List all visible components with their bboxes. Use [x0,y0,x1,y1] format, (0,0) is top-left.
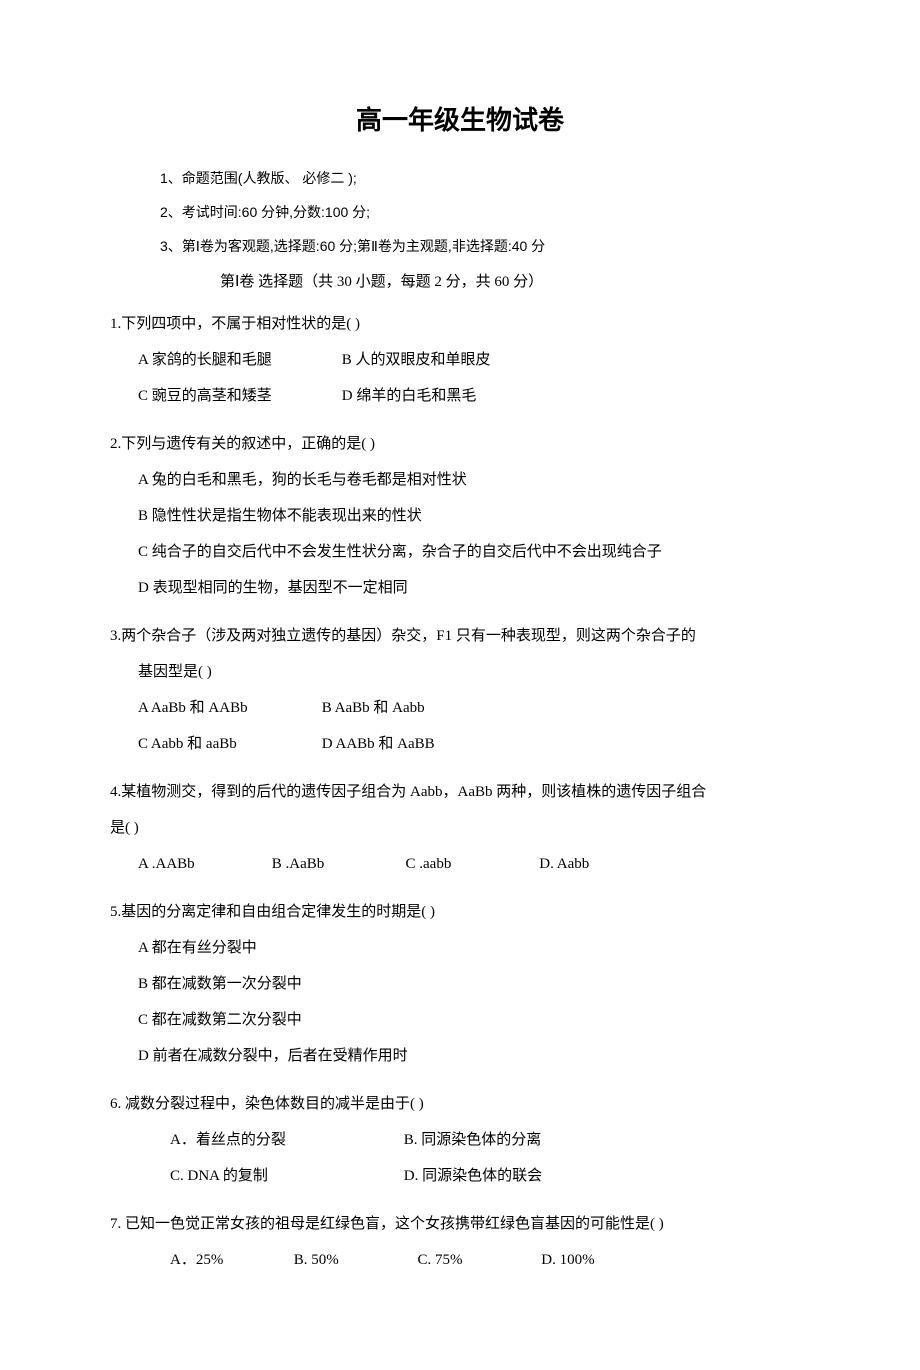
q7-option-a: A．25% [170,1242,290,1278]
q1-option-a: A 家鸽的长腿和毛腿 [138,342,338,378]
q1-stem: 1.下列四项中，不属于相对性状的是( ) [110,306,810,342]
q3-stem: 3.两个杂合子（涉及两对独立遗传的基因）杂交，F1 只有一种表现型，则这两个杂合… [110,618,810,654]
q4-option-b: B .AaBb [272,846,402,882]
q1-option-c: C 豌豆的高茎和矮茎 [138,378,338,414]
q4-stem: 4.某植物测交，得到的后代的遗传因子组合为 Aabb，AaBb 两种，则该植株的… [110,774,810,810]
q7-option-d: D. 100% [541,1252,594,1268]
q3-option-d: D AABb 和 AaBB [322,736,435,752]
q2-option-b: B 隐性性状是指生物体不能表现出来的性状 [138,498,810,534]
question-2: 2.下列与遗传有关的叙述中，正确的是( ) A 兔的白毛和黑毛，狗的长毛与卷毛都… [110,426,810,606]
exam-title: 高一年级生物试卷 [110,100,810,142]
q6-option-c: C. DNA 的复制 [170,1158,400,1194]
q5-option-c: C 都在减数第二次分裂中 [138,1002,810,1038]
q7-option-b: B. 50% [294,1242,414,1278]
meta-line-2: 2、考试时间:60 分钟,分数:100 分; [160,201,810,223]
q5-option-b: B 都在减数第一次分裂中 [138,966,810,1002]
q4-option-d: D. Aabb [539,856,589,872]
q6-option-d: D. 同源染色体的联会 [404,1168,542,1184]
q3-option-a: A AaBb 和 AABb [138,690,318,726]
question-6: 6. 减数分裂过程中，染色体数目的减半是由于( ) A．着丝点的分裂 B. 同源… [110,1086,810,1194]
q7-stem: 7. 已知一色觉正常女孩的祖母是红绿色盲，这个女孩携带红绿色盲基因的可能性是( … [110,1206,810,1242]
question-1: 1.下列四项中，不属于相对性状的是( ) A 家鸽的长腿和毛腿 B 人的双眼皮和… [110,306,810,414]
q5-option-a: A 都在有丝分裂中 [138,930,810,966]
q4-stem-cont: 是( ) [110,810,810,846]
q4-option-a: A .AABb [138,846,268,882]
q2-stem: 2.下列与遗传有关的叙述中，正确的是( ) [110,426,810,462]
q1-option-b: B 人的双眼皮和单眼皮 [342,352,491,368]
q2-option-a: A 兔的白毛和黑毛，狗的长毛与卷毛都是相对性状 [138,462,810,498]
q6-stem: 6. 减数分裂过程中，染色体数目的减半是由于( ) [110,1086,810,1122]
q3-option-b: B AaBb 和 Aabb [322,700,425,716]
meta-line-1: 1、命题范围(人教版、 必修二 ); [160,167,810,189]
question-7: 7. 已知一色觉正常女孩的祖母是红绿色盲，这个女孩携带红绿色盲基因的可能性是( … [110,1206,810,1278]
q2-option-c: C 纯合子的自交后代中不会发生性状分离，杂合子的自交后代中不会出现纯合子 [138,534,810,570]
question-4: 4.某植物测交，得到的后代的遗传因子组合为 Aabb，AaBb 两种，则该植株的… [110,774,810,882]
question-3: 3.两个杂合子（涉及两对独立遗传的基因）杂交，F1 只有一种表现型，则这两个杂合… [110,618,810,762]
meta-line-3: 3、第Ⅰ卷为客观题,选择题:60 分;第Ⅱ卷为主观题,非选择题:40 分 [160,235,810,257]
q1-option-d: D 绵羊的白毛和黑毛 [342,388,477,404]
section-header: 第Ⅰ卷 选择题（共 30 小题，每题 2 分，共 60 分） [220,270,810,294]
q4-option-c: C .aabb [406,846,536,882]
q3-stem-cont: 基因型是( ) [138,654,810,690]
q7-option-c: C. 75% [418,1242,538,1278]
q3-option-c: C Aabb 和 aaBb [138,726,318,762]
question-5: 5.基因的分离定律和自由组合定律发生的时期是( ) A 都在有丝分裂中 B 都在… [110,894,810,1074]
q5-stem: 5.基因的分离定律和自由组合定律发生的时期是( ) [110,894,810,930]
q2-option-d: D 表现型相同的生物，基因型不一定相同 [138,570,810,606]
q5-option-d: D 前者在减数分裂中，后者在受精作用时 [138,1038,810,1074]
q6-option-a: A．着丝点的分裂 [170,1122,400,1158]
q6-option-b: B. 同源染色体的分离 [404,1132,542,1148]
